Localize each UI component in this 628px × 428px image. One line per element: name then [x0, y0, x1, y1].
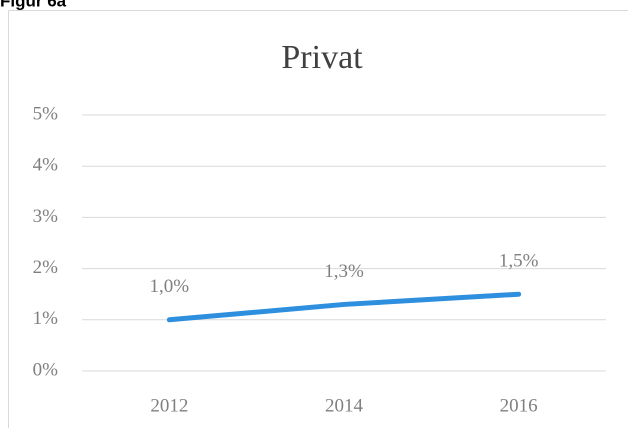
y-tick-label: 5%	[33, 103, 59, 124]
data-label: 1,5%	[499, 251, 539, 272]
y-tick-label: 1%	[33, 308, 59, 329]
y-tick-label: 4%	[33, 155, 59, 176]
data-label: 1,3%	[324, 261, 364, 282]
x-tick-label: 2016	[500, 395, 538, 416]
x-tick-label: 2012	[150, 395, 188, 416]
series-line	[166, 291, 522, 323]
x-tick-label: 2014	[325, 395, 364, 416]
figure-label: Figur 6a	[0, 0, 67, 10]
y-tick-label: 3%	[33, 206, 59, 227]
y-tick-label: 0%	[33, 359, 59, 380]
data-label: 1,0%	[150, 276, 190, 297]
y-tick-label: 2%	[33, 257, 59, 278]
chart-title: Privat	[281, 39, 363, 76]
